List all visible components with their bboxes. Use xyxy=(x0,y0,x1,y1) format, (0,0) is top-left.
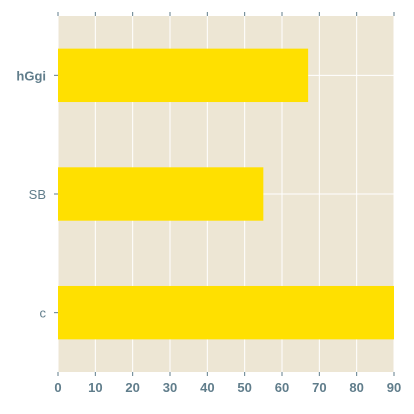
y-tick-label: hGgi xyxy=(16,68,46,83)
x-tick-label: 10 xyxy=(88,380,102,395)
x-tick-label: 40 xyxy=(200,380,214,395)
y-tick-labels: hGgi SB c xyxy=(16,68,46,320)
bar-SB xyxy=(58,167,264,221)
x-tick-label: 0 xyxy=(54,380,61,395)
bars xyxy=(58,48,394,340)
x-tick-label: 80 xyxy=(349,380,363,395)
x-tick-label: 90 xyxy=(387,380,401,395)
x-tick-label: 30 xyxy=(163,380,177,395)
x-tick-label: 70 xyxy=(312,380,326,395)
axis-ticks xyxy=(54,12,395,376)
bar-c xyxy=(58,285,394,340)
bar-hGgi xyxy=(58,48,309,103)
y-tick-label: c xyxy=(40,306,47,321)
y-tick-label: SB xyxy=(29,187,46,202)
x-tick-label: 60 xyxy=(275,380,289,395)
x-tick-label: 20 xyxy=(125,380,139,395)
x-tick-labels: 0 10 20 30 40 50 60 70 80 90 xyxy=(54,380,401,395)
x-tick-label: 50 xyxy=(237,380,251,395)
